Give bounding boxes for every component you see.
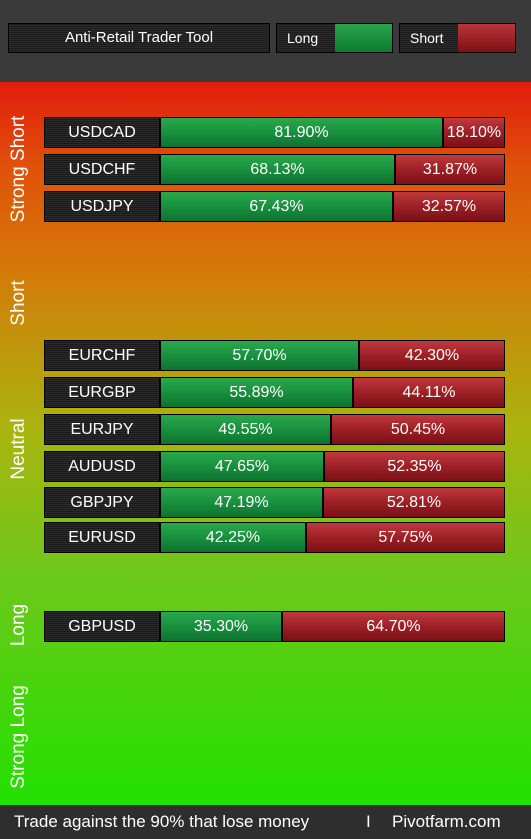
footer-separator: I	[366, 812, 371, 831]
short-percentage: 32.57%	[393, 191, 505, 222]
pair-row-eurusd: EURUSD 42.25% 57.75%	[44, 522, 505, 553]
pair-label: EURCHF	[44, 340, 160, 371]
pair-label: GBPJPY	[44, 487, 160, 518]
pair-label: EURJPY	[44, 414, 160, 445]
footer: Trade against the 90% that lose money I …	[0, 805, 531, 839]
legend-long: Long	[276, 23, 393, 53]
long-percentage: 57.70%	[160, 340, 359, 371]
zone-label-short: Short	[8, 280, 29, 326]
pair-label: GBPUSD	[44, 611, 160, 642]
pair-row-usdjpy: USDJPY 67.43% 32.57%	[44, 191, 505, 222]
short-percentage: 50.45%	[331, 414, 505, 445]
sentiment-bar: 55.89% 44.11%	[160, 377, 505, 408]
short-percentage: 52.81%	[323, 487, 505, 518]
short-percentage: 44.11%	[353, 377, 505, 408]
long-percentage: 47.65%	[160, 451, 324, 482]
zone-label-neutral: Neutral	[8, 418, 29, 480]
sentiment-bar: 42.25% 57.75%	[160, 522, 505, 553]
pair-label: USDCHF	[44, 154, 160, 185]
pair-label: USDCAD	[44, 117, 160, 148]
sentiment-bar: 49.55% 50.45%	[160, 414, 505, 445]
long-percentage: 67.43%	[160, 191, 393, 222]
zone-label-strong-long: Strong Long	[8, 685, 29, 789]
long-percentage: 42.25%	[160, 522, 306, 553]
sentiment-bar: 68.13% 31.87%	[160, 154, 505, 185]
short-swatch	[458, 24, 515, 52]
short-percentage: 64.70%	[282, 611, 505, 642]
sentiment-bar: 47.19% 52.81%	[160, 487, 505, 518]
pair-label: EURUSD	[44, 522, 160, 553]
legend-long-label: Long	[287, 30, 319, 46]
sentiment-bar: 57.70% 42.30%	[160, 340, 505, 371]
short-percentage: 18.10%	[443, 117, 505, 148]
pair-label: EURGBP	[44, 377, 160, 408]
short-percentage: 52.35%	[324, 451, 505, 482]
long-percentage: 47.19%	[160, 487, 323, 518]
app-title: Anti-Retail Trader Tool	[8, 23, 270, 53]
pair-row-audusd: AUDUSD 47.65% 52.35%	[44, 451, 505, 482]
sentiment-bar: 47.65% 52.35%	[160, 451, 505, 482]
pair-row-gbpjpy: GBPJPY 47.19% 52.81%	[44, 487, 505, 518]
sentiment-bar: 67.43% 32.57%	[160, 191, 505, 222]
pair-row-eurgbp: EURGBP 55.89% 44.11%	[44, 377, 505, 408]
long-percentage: 68.13%	[160, 154, 395, 185]
long-percentage: 81.90%	[160, 117, 443, 148]
pair-label: USDJPY	[44, 191, 160, 222]
zone-label-long: Long	[8, 603, 29, 647]
pair-label: AUDUSD	[44, 451, 160, 482]
long-percentage: 35.30%	[160, 611, 282, 642]
sentiment-bar: 81.90% 18.10%	[160, 117, 505, 148]
long-swatch	[335, 24, 392, 52]
short-percentage: 31.87%	[395, 154, 505, 185]
sentiment-bar: 35.30% 64.70%	[160, 611, 505, 642]
legend-short-label: Short	[410, 30, 444, 46]
pair-row-eurjpy: EURJPY 49.55% 50.45%	[44, 414, 505, 445]
zone-label-strong-short: Strong Short	[8, 115, 29, 223]
footer-tagline: Trade against the 90% that lose money	[14, 812, 310, 831]
pair-row-gbpusd: GBPUSD 35.30% 64.70%	[44, 611, 505, 642]
pair-row-usdchf: USDCHF 68.13% 31.87%	[44, 154, 505, 185]
short-percentage: 42.30%	[359, 340, 505, 371]
long-percentage: 49.55%	[160, 414, 331, 445]
short-percentage: 57.75%	[306, 522, 505, 553]
top-bar: Anti-Retail Trader Tool Long Short	[0, 0, 531, 82]
footer-brand-link[interactable]: Pivotfarm.com	[392, 812, 501, 831]
long-percentage: 55.89%	[160, 377, 353, 408]
pair-row-usdcad: USDCAD 81.90% 18.10%	[44, 117, 505, 148]
pair-row-eurchf: EURCHF 57.70% 42.30%	[44, 340, 505, 371]
legend-short: Short	[399, 23, 516, 53]
